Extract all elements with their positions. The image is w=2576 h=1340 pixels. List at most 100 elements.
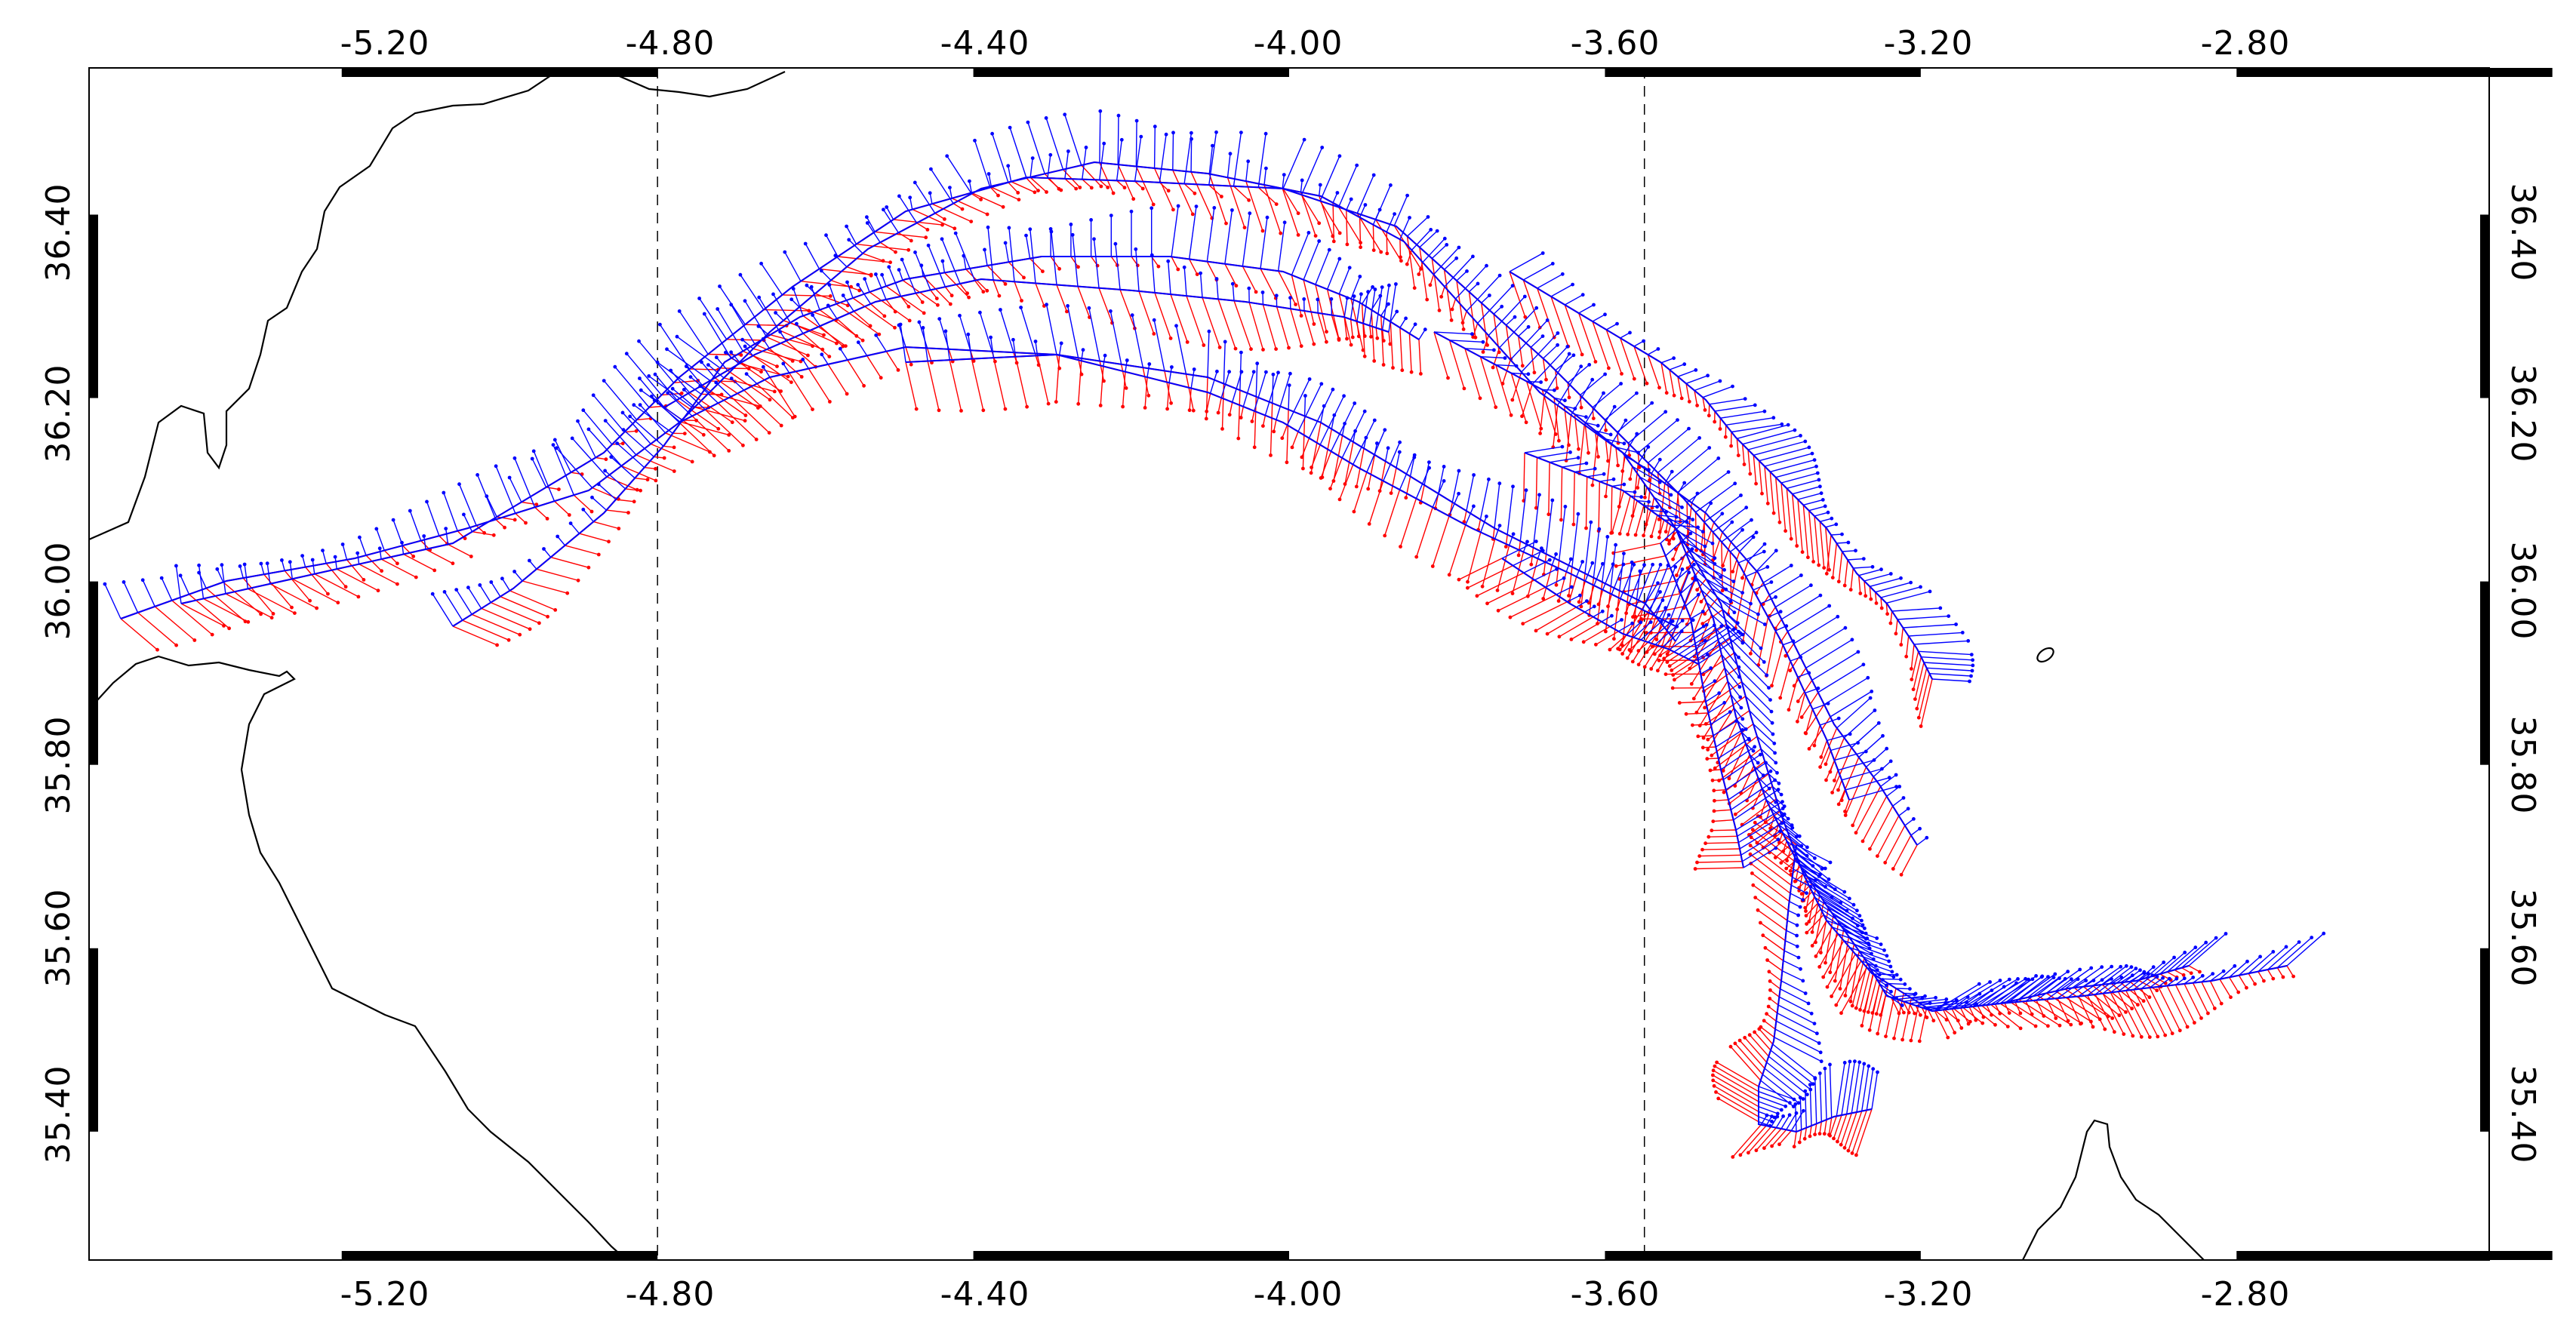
current-vector-red-head [1491, 365, 1495, 370]
current-vector-red-head [1354, 484, 1359, 489]
current-vector-blue-head [1691, 518, 1695, 522]
current-vector-red [1774, 619, 1782, 629]
current-vector-red [269, 583, 317, 609]
current-vector-blue-head [1818, 593, 1823, 598]
current-vector-blue-head [820, 352, 824, 357]
current-vector-blue [1584, 522, 1592, 574]
current-vector-blue-head [1988, 980, 1993, 984]
current-vector-red-head [934, 297, 939, 300]
current-vector-blue [898, 195, 918, 223]
current-vector-blue [700, 361, 716, 379]
current-vector-red-head [1706, 737, 1710, 742]
current-vector-red-head [1615, 607, 1620, 611]
current-vector-red [1780, 631, 1789, 643]
current-vector-red-head [1556, 599, 1561, 603]
current-vector-blue-head [1775, 770, 1779, 775]
current-vector-red-head [1187, 408, 1192, 413]
current-vector-blue-head [1568, 557, 1573, 561]
current-vector-blue-head [1622, 441, 1627, 446]
current-vector-red [1713, 1070, 1759, 1097]
current-vector-red-head [940, 223, 944, 227]
current-vector-red-head [1812, 743, 1817, 748]
current-vector-blue-head [1680, 567, 1685, 571]
current-vector-blue [1592, 383, 1622, 408]
current-vector-red-head [922, 311, 926, 315]
current-vector-red [1658, 519, 1665, 538]
current-vector-blue-head [466, 585, 470, 590]
current-vector-blue [359, 536, 367, 556]
current-vector-red-head [269, 616, 274, 620]
drifter-track [1509, 271, 1933, 680]
current-vector-blue-head [1540, 549, 1545, 553]
current-vector-blue [1359, 204, 1366, 218]
current-vector-red [1990, 1003, 2021, 1029]
current-vector-red [1611, 490, 1624, 533]
current-vector-red-head [914, 407, 919, 411]
current-vector-blue [1662, 619, 1694, 648]
current-vector-red [1635, 505, 1645, 536]
current-vector-red-head [907, 318, 912, 323]
current-vector-red-head [1046, 401, 1051, 406]
current-vector-blue-head [408, 509, 412, 513]
current-vector-red-head [1428, 283, 1433, 287]
current-vector-blue [1020, 307, 1036, 354]
current-vector-red [291, 578, 339, 604]
current-vector-red [853, 311, 871, 327]
current-vector-red-head [1383, 533, 1387, 538]
current-vector-blue [1675, 631, 1682, 642]
current-vector-blue-head [1777, 781, 1781, 785]
current-vector-red-head [1799, 892, 1804, 896]
current-vector-red-head [1642, 533, 1646, 538]
current-vector-red-head [607, 539, 611, 544]
current-vector-red [875, 231, 926, 238]
current-vector-blue [1700, 589, 1738, 624]
current-vector-red-head [1503, 545, 1508, 549]
current-vector-blue-head [1756, 612, 1760, 616]
current-vector-red-head [2136, 1003, 2140, 1007]
current-vector-red-head [518, 632, 522, 637]
current-vector-blue-head [865, 221, 869, 225]
current-vector-red-head [1884, 1034, 1888, 1038]
current-vector-red-head [654, 466, 657, 471]
current-vector-blue [1545, 577, 1565, 589]
current-vector-red [1693, 653, 1722, 699]
current-vector-red-head [868, 324, 873, 328]
current-vector-blue [1731, 423, 1782, 433]
current-vector-blue [1792, 877, 1811, 887]
current-vector-blue-head [1898, 977, 1903, 982]
current-vector-red-head [1753, 820, 1757, 825]
current-vector-red [1906, 635, 1910, 657]
current-vector-blue-head [2119, 964, 2123, 969]
current-vector-red [1302, 416, 1306, 469]
current-vector-blue-head [716, 307, 720, 311]
current-vector-blue [1694, 380, 1721, 392]
current-vector-blue-head [528, 558, 531, 563]
current-vector-blue [1172, 132, 1174, 171]
current-vector-red-head [1836, 788, 1840, 792]
current-vector-red [723, 377, 775, 392]
x-tick-label: -3.60 [1571, 24, 1660, 63]
current-vector-red-head [1854, 1006, 1858, 1010]
current-vector-blue [2078, 966, 2122, 997]
current-vector-red [1855, 786, 1882, 834]
current-vector-blue [740, 274, 765, 310]
current-vector-blue-head [1814, 464, 1818, 469]
current-vector-red [1356, 448, 1365, 487]
current-vector-red-head [1496, 608, 1500, 613]
current-vector-blue [1668, 517, 1713, 544]
current-vector-red [1750, 837, 1794, 870]
current-vector-red-head [1742, 463, 1747, 466]
current-vector-blue-head [1762, 622, 1767, 626]
current-vector-blue [1797, 672, 1810, 678]
current-vector-red [471, 613, 520, 635]
current-vector-red [1607, 594, 1612, 607]
x-tick-label: -3.20 [1884, 1275, 1974, 1314]
current-vector-blue-head [1772, 741, 1777, 745]
current-vector-blue [1220, 371, 1230, 398]
current-vector-red [242, 577, 274, 614]
current-vector-red [1869, 979, 1882, 1031]
current-vector-red-head [1657, 386, 1661, 390]
current-vector-blue [742, 339, 754, 349]
current-vector-blue-head [615, 441, 620, 445]
current-vector-blue [1286, 379, 1310, 426]
